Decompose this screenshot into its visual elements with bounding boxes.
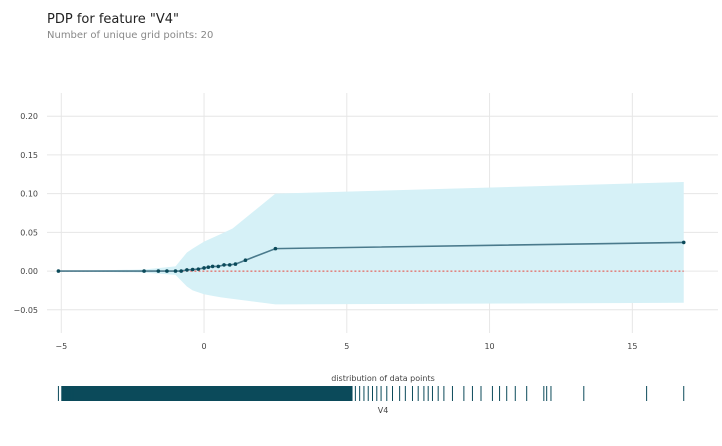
pdp-point <box>233 262 238 266</box>
pdp-point <box>142 269 146 273</box>
confidence-band-layer <box>58 182 684 305</box>
pdp-point <box>227 263 232 267</box>
confidence-band <box>58 182 684 305</box>
pdp-point <box>206 265 211 269</box>
page-title: PDP for feature "V4" <box>47 12 180 27</box>
pdp-point <box>156 269 161 273</box>
rug-title: distribution of data points <box>331 374 435 383</box>
pdp-point <box>196 267 201 271</box>
y-tick-labels: −0.05 0.00 0.05 0.10 0.15 0.20 <box>13 112 38 315</box>
y-tick-label: 0.10 <box>20 190 38 199</box>
page-subtitle: Number of unique grid points: 20 <box>47 30 214 41</box>
pdp-point <box>179 269 183 273</box>
y-tick-label: 0.15 <box>20 151 38 160</box>
y-tick-label: 0.05 <box>20 228 38 237</box>
x-tick-label: 10 <box>484 342 494 351</box>
x-tick-label: 5 <box>344 342 349 351</box>
x-tick-labels: −5 0 5 10 15 <box>55 342 637 351</box>
pdp-markers-layer <box>56 240 686 273</box>
pdp-point <box>165 269 169 273</box>
pdp-point <box>216 264 221 269</box>
pdp-point <box>222 263 226 267</box>
x-axis-label: V4 <box>378 406 389 415</box>
rug-dense-block <box>61 386 353 401</box>
pdp-point <box>56 269 61 273</box>
x-tick-label: 0 <box>201 342 206 351</box>
y-tick-label: 0.20 <box>20 112 38 121</box>
y-tick-label: 0.00 <box>20 267 38 276</box>
pdp-point <box>210 264 215 269</box>
y-tick-label: −0.05 <box>13 306 38 315</box>
x-tick-label: 15 <box>627 342 637 351</box>
pdp-point <box>173 269 178 273</box>
pdp-point <box>681 240 686 245</box>
pdp-point <box>202 266 206 270</box>
pdp-point <box>243 258 248 263</box>
rug-layer <box>57 386 685 401</box>
pdp-point <box>190 267 195 272</box>
pdp-point <box>185 268 189 272</box>
x-tick-label: −5 <box>55 342 67 351</box>
pdp-point <box>273 246 278 251</box>
